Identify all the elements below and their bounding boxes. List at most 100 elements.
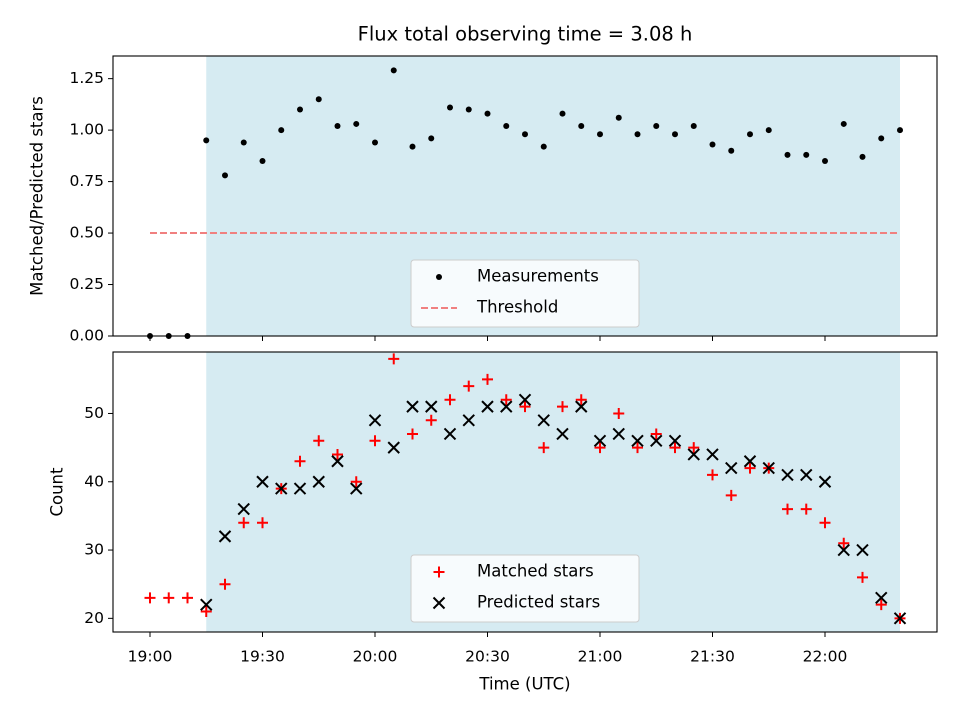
measurement-point — [390, 67, 397, 74]
predicted-star-point — [631, 434, 644, 447]
matched-star-point — [800, 503, 812, 515]
measurement-point — [897, 127, 903, 134]
measurement-point — [747, 131, 753, 138]
measurement-point — [522, 131, 528, 138]
measurement-point — [334, 123, 341, 129]
matched-star-point — [613, 407, 625, 419]
measurement-point — [709, 141, 716, 148]
matched-star-point — [500, 394, 512, 406]
predicted-star-point — [668, 434, 682, 447]
matched-star-point — [650, 428, 662, 440]
predicted-star-point — [406, 400, 419, 413]
matched-star-point — [632, 442, 643, 454]
measurement-point — [540, 143, 547, 150]
y-tick-label: 50 — [84, 404, 104, 422]
predicted-star-point — [593, 434, 607, 447]
measurement-point — [578, 123, 585, 129]
legend-box — [410, 554, 640, 623]
predicted-star-point — [800, 468, 813, 482]
measurement-point — [353, 120, 360, 127]
y-tick-label: 20 — [84, 609, 104, 627]
matched-star-point — [463, 380, 475, 392]
predicted-star-point — [387, 441, 400, 454]
predicted-star-point — [818, 475, 832, 488]
matched-star-point — [200, 606, 212, 618]
measurement-point — [653, 123, 660, 129]
matched-star-point — [819, 517, 831, 529]
predicted-star-point — [725, 461, 738, 475]
legend-box — [410, 259, 640, 328]
predicted-star-point — [275, 482, 288, 495]
measurement-point — [690, 123, 697, 129]
predicted-star-point — [856, 543, 869, 557]
predicted-star-point — [518, 393, 532, 407]
matched-star-point — [838, 537, 850, 549]
legend-label: Measurements — [477, 267, 599, 286]
measurement-point — [840, 120, 847, 127]
y-tick-label: 40 — [84, 472, 104, 490]
x-tick-label: 19:30 — [240, 648, 285, 666]
matched-star-point — [407, 428, 418, 440]
matched-star-point — [444, 394, 456, 406]
matched-star-point — [332, 448, 343, 460]
matched-star-point — [238, 517, 250, 529]
matched-star-point — [519, 401, 531, 413]
matched-star-point — [425, 414, 437, 426]
axes-frame — [112, 55, 938, 337]
measurement-point — [465, 106, 472, 113]
measurement-point — [259, 158, 266, 164]
legend-marker-predicted — [432, 596, 446, 610]
measurement-point — [803, 151, 810, 158]
measurement-point — [634, 131, 641, 138]
measurement-point — [784, 151, 791, 158]
predicted-star-point — [706, 448, 719, 461]
matched-star-point — [219, 578, 231, 590]
x-tick-label: 21:30 — [690, 648, 735, 666]
matched-star-point — [350, 476, 362, 488]
matched-star-point — [744, 462, 756, 474]
y-tick-label: 0.25 — [69, 275, 104, 293]
matched-star-point — [388, 353, 400, 365]
predicted-star-point — [687, 448, 700, 461]
predicted-star-point — [837, 543, 850, 557]
predicted-star-point — [575, 400, 588, 413]
predicted-star-point — [762, 461, 775, 475]
matched-star-point — [557, 401, 568, 413]
measurement-point — [278, 127, 285, 134]
x-tick-label: 21:00 — [578, 648, 623, 666]
matched-star-point — [163, 592, 175, 604]
measurement-point — [503, 123, 510, 129]
legend-marker-matched — [433, 566, 445, 578]
measurement-point — [240, 139, 247, 146]
x-tick-label: 22:00 — [803, 648, 848, 666]
predicted-star-point — [462, 414, 475, 427]
measurement-point — [728, 147, 735, 154]
predicted-star-point — [425, 400, 438, 413]
predicted-star-point — [200, 598, 213, 611]
matched-star-point — [669, 442, 681, 454]
matched-star-point — [144, 592, 156, 604]
measurement-point — [597, 131, 603, 138]
y-tick-label: 1.00 — [69, 121, 104, 139]
matched-star-point — [369, 435, 381, 447]
predicted-star-point — [237, 502, 250, 516]
y-tick-label: 30 — [84, 541, 104, 559]
predicted-star-point — [368, 414, 382, 427]
measurement-point — [315, 96, 322, 103]
predicted-star-point — [537, 414, 550, 427]
measurement-point — [559, 110, 566, 117]
y-axis-label: Matched/Predicted stars — [28, 96, 47, 296]
x-axis-label: Time (UTC) — [478, 675, 570, 694]
matched-star-point — [257, 517, 268, 529]
matched-star-point — [725, 489, 737, 501]
matched-star-point — [482, 373, 493, 385]
predicted-star-point — [331, 455, 344, 468]
matched-star-point — [538, 442, 550, 454]
predicted-star-point — [218, 530, 232, 543]
predicted-star-point — [556, 427, 569, 441]
axes-frame — [112, 351, 938, 633]
matched-star-point — [313, 435, 325, 447]
measurement-point — [859, 153, 866, 160]
measurement-point — [822, 158, 828, 164]
